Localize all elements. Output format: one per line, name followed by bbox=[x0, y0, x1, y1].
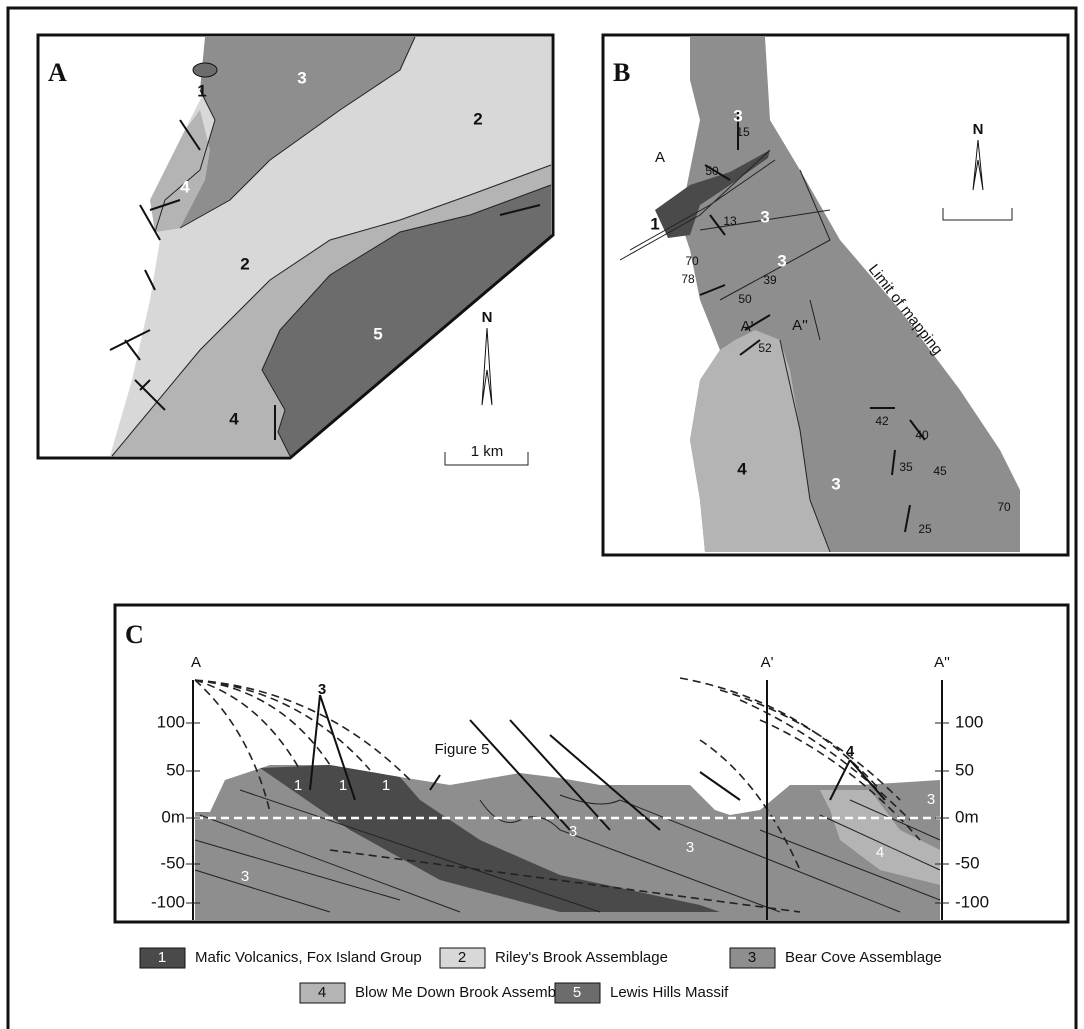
unit-label: 1 bbox=[339, 777, 347, 794]
unit-label: 4 bbox=[180, 177, 190, 196]
legend-key: 1 bbox=[158, 949, 166, 966]
north-label: N bbox=[973, 121, 984, 138]
dip-label: 52 bbox=[758, 341, 772, 355]
depth-label: -50 bbox=[160, 853, 185, 872]
legend-key: 5 bbox=[573, 984, 581, 1001]
dip-label: 39 bbox=[763, 273, 777, 287]
unit-label: 3 bbox=[760, 207, 769, 226]
panel-b: B 3 1 3 3 4 3 15 50 13 70 78 39 50 52 42… bbox=[603, 35, 1068, 555]
legend: 1 Mafic Volcanics, Fox Island Group 2 Ri… bbox=[140, 948, 942, 1003]
legend-label: Riley's Brook Assemblage bbox=[495, 949, 668, 966]
unit-label: 2 bbox=[473, 109, 482, 128]
depth-label: -50 bbox=[955, 853, 980, 872]
depth-label: 50 bbox=[166, 760, 185, 779]
dip-label: 42 bbox=[875, 414, 889, 428]
legend-label: Blow Me Down Brook Assemblage bbox=[355, 984, 584, 1001]
section-point: A bbox=[191, 654, 201, 671]
panel-c: C A A' A'' 3 4 Figure 5 100 50 0m -50 -1… bbox=[115, 605, 1068, 922]
unit-label: 1 bbox=[197, 81, 206, 100]
unit-label: 3 bbox=[686, 839, 694, 856]
north-arrow bbox=[482, 328, 492, 405]
unit-label: 2 bbox=[240, 254, 249, 273]
unit-label: 1 bbox=[650, 214, 659, 233]
callout: Figure 5 bbox=[434, 741, 489, 758]
unit-label: 5 bbox=[373, 324, 382, 343]
unit-label: 3 bbox=[777, 251, 786, 270]
depth-label: -100 bbox=[151, 892, 185, 911]
unit-label: 3 bbox=[241, 868, 249, 885]
legend-key: 3 bbox=[748, 949, 756, 966]
depth-label: 50 bbox=[955, 760, 974, 779]
unit-label: 3 bbox=[569, 823, 577, 840]
depth-label: -100 bbox=[955, 892, 989, 911]
section-point: A bbox=[655, 149, 665, 166]
north-arrow bbox=[973, 140, 983, 190]
legend-label: Mafic Volcanics, Fox Island Group bbox=[195, 949, 422, 966]
section-point: A' bbox=[741, 318, 754, 335]
legend-key: 2 bbox=[458, 949, 466, 966]
depth-label: 0m bbox=[955, 807, 979, 826]
figure: A 1 3 2 4 2 5 4 N 1 km B 3 1 3 3 4 3 15 … bbox=[0, 0, 1084, 1029]
depth-label: 0m bbox=[161, 807, 185, 826]
unit-label: 1 bbox=[294, 777, 302, 794]
scale-label: 1 km bbox=[471, 443, 504, 460]
unit-label: 3 bbox=[297, 68, 306, 87]
dip-label: 25 bbox=[918, 522, 932, 536]
unit-1 bbox=[193, 63, 217, 77]
dip-label: 50 bbox=[738, 292, 752, 306]
unit-label: 1 bbox=[382, 777, 390, 794]
unit-label: 4 bbox=[876, 844, 884, 861]
panel-label: B bbox=[613, 58, 630, 87]
panel-a: A 1 3 2 4 2 5 4 N 1 km bbox=[38, 35, 553, 465]
section-point: A'' bbox=[934, 654, 950, 671]
callout: 4 bbox=[846, 743, 855, 760]
north-label: N bbox=[482, 309, 493, 326]
dip-label: 70 bbox=[685, 254, 699, 268]
depth-label: 100 bbox=[955, 712, 983, 731]
legend-key: 4 bbox=[318, 984, 326, 1001]
unit-label: 3 bbox=[733, 106, 742, 125]
dip-label: 50 bbox=[705, 164, 719, 178]
dip-label: 13 bbox=[723, 214, 737, 228]
section-point: A'' bbox=[792, 317, 808, 334]
panel-label: A bbox=[48, 58, 67, 87]
dip-label: 78 bbox=[681, 272, 695, 286]
dip-label: 15 bbox=[736, 125, 750, 139]
scale-bar bbox=[943, 208, 1012, 220]
unit-label: 4 bbox=[229, 409, 239, 428]
unit-label: 4 bbox=[737, 459, 747, 478]
legend-label: Bear Cove Assemblage bbox=[785, 949, 942, 966]
callout: 3 bbox=[318, 681, 326, 698]
unit-label: 3 bbox=[927, 791, 935, 808]
dip-label: 35 bbox=[899, 460, 913, 474]
dip-label: 40 bbox=[915, 428, 929, 442]
dip-label: 70 bbox=[997, 500, 1011, 514]
depth-label: 100 bbox=[157, 712, 185, 731]
section-point: A' bbox=[761, 654, 774, 671]
dip-label: 45 bbox=[933, 464, 947, 478]
unit-label: 3 bbox=[831, 474, 840, 493]
legend-label: Lewis Hills Massif bbox=[610, 984, 729, 1001]
panel-label: C bbox=[125, 620, 144, 649]
